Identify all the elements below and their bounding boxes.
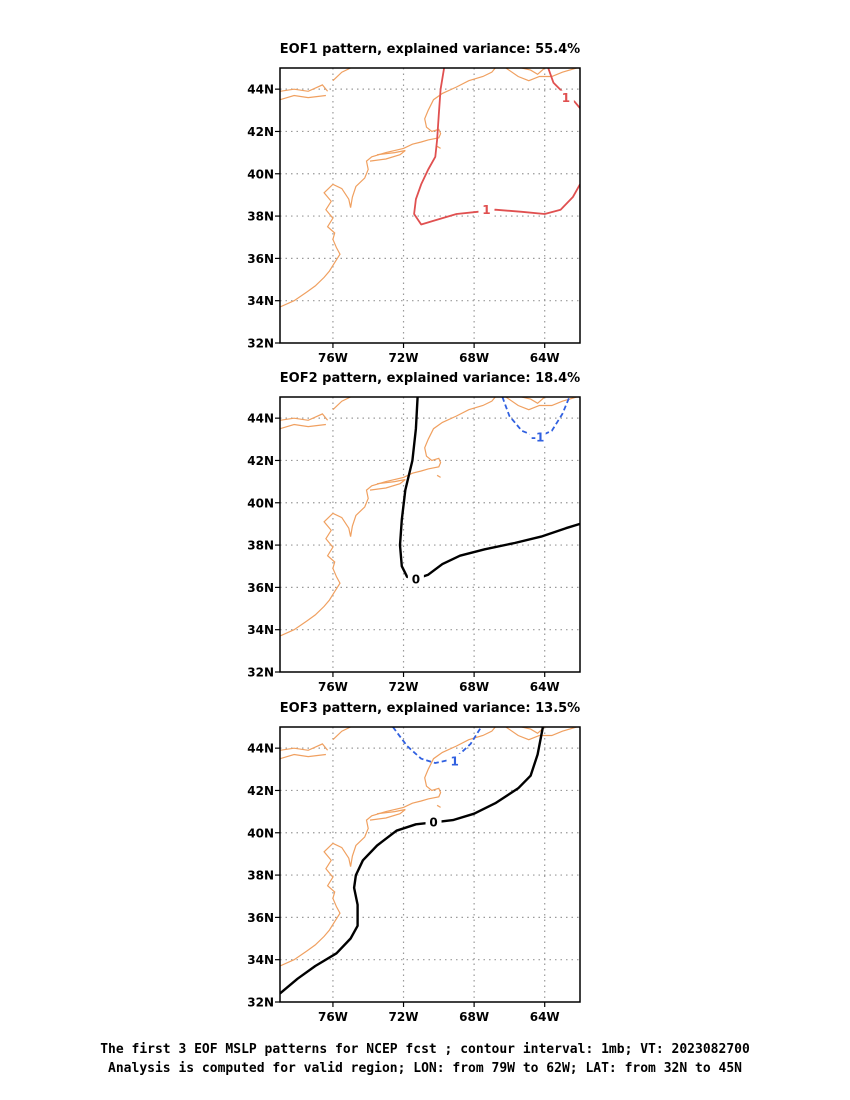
contour-label: -1 (531, 431, 544, 445)
contour-line-negative (392, 727, 482, 764)
lon-tick-label: 64W (530, 680, 560, 694)
lon-tick-label: 76W (318, 351, 348, 365)
contour-line-zero (280, 727, 545, 995)
contour-label-bg (478, 202, 495, 217)
figure-caption: The first 3 EOF MSLP patterns for NCEP f… (0, 1040, 850, 1078)
contour-label: 0 (429, 816, 437, 830)
coastline-segment (280, 68, 496, 308)
coastline-segment (369, 478, 406, 491)
map-frame (279, 67, 581, 344)
contours: 11 (413, 68, 580, 226)
coastline-segment (280, 397, 496, 637)
coastline-segment (505, 727, 577, 741)
coastline-segment (369, 149, 406, 162)
lon-tick-label: 68W (459, 1010, 489, 1024)
lon-tick-label: 72W (389, 680, 419, 694)
lat-tick-label: 36N (247, 581, 274, 595)
lon-tick-label: 68W (459, 351, 489, 365)
coastline-segment (521, 68, 546, 76)
coastline-segment (521, 397, 546, 405)
coastline-segment (436, 474, 441, 478)
lat-tick-label: 34N (247, 953, 274, 967)
lat-tick-label: 44N (247, 742, 274, 756)
contour-line-zero (398, 397, 580, 581)
lat-tick-label: 44N (247, 83, 274, 97)
map-frame (279, 726, 581, 1003)
lon-tick-label: 64W (530, 351, 560, 365)
contour-label-bg (557, 90, 574, 105)
caption-line-1: The first 3 EOF MSLP patterns for NCEP f… (100, 1042, 750, 1057)
coastline-segment (280, 94, 326, 101)
coastline-segment (280, 413, 329, 421)
lat-tick-label: 32N (247, 337, 274, 351)
lon-tick-label: 64W (530, 1010, 560, 1024)
coastline (280, 397, 580, 637)
lat-tick-label: 38N (247, 869, 274, 883)
contour-line-positive (413, 68, 580, 226)
contours: 0 -1 (398, 397, 580, 586)
coastline-segment (332, 397, 351, 411)
lat-tick-label: 38N (247, 210, 274, 224)
panel-title: EOF3 pattern, explained variance: 13.5% (280, 701, 580, 716)
coastline-segment (436, 804, 441, 808)
coastline-segment (505, 68, 577, 82)
lat-tick-label: 40N (247, 826, 274, 840)
coastline-segment (280, 753, 326, 760)
coastline-segment (332, 68, 351, 82)
coastline-segment (332, 727, 351, 741)
coastline (280, 68, 580, 308)
contour-label-bg (446, 753, 463, 768)
coastline-segment (505, 397, 577, 411)
lat-tick-label: 40N (247, 167, 274, 181)
coastline-segment (280, 84, 329, 92)
lat-tick-label: 40N (247, 496, 274, 510)
coastline-segment (280, 743, 329, 751)
eof1-panel: EOF1 pattern, explained variance: 55.4% 1… (247, 42, 581, 365)
eof3-panel: EOF3 pattern, explained variance: 13.5% 0… (247, 701, 581, 1024)
coastline-segment (280, 727, 496, 967)
eof2-panel: EOF2 pattern, explained variance: 18.4% 0… (247, 371, 581, 694)
lon-tick-label: 72W (389, 351, 419, 365)
eof-figure: EOF1 pattern, explained variance: 55.4% 1… (247, 42, 581, 1024)
lat-tick-label: 42N (247, 784, 274, 798)
caption-line-2: Analysis is computed for valid region; L… (108, 1061, 742, 1076)
contour-label: 1 (482, 203, 490, 217)
panel-title: EOF2 pattern, explained variance: 18.4% (280, 371, 580, 386)
map-frame (279, 396, 581, 673)
contour-label-bg (425, 815, 442, 830)
coastline-segment (280, 423, 326, 430)
lon-tick-label: 72W (389, 1010, 419, 1024)
lat-tick-label: 36N (247, 252, 274, 266)
contour-label-bg (529, 430, 546, 445)
coastline-segment (436, 145, 441, 149)
lat-tick-label: 38N (247, 539, 274, 553)
lat-tick-label: 42N (247, 125, 274, 139)
lat-tick-label: 32N (247, 666, 274, 680)
lat-tick-label: 32N (247, 996, 274, 1010)
contour-label: 1 (451, 754, 459, 768)
lon-tick-label: 76W (318, 1010, 348, 1024)
lon-tick-label: 76W (318, 680, 348, 694)
contour-label: 0 (412, 572, 420, 586)
contour-label-bg (407, 571, 424, 586)
lon-tick-label: 68W (459, 680, 489, 694)
panel-title: EOF1 pattern, explained variance: 55.4% (280, 42, 580, 57)
lat-tick-label: 44N (247, 412, 274, 426)
lat-tick-label: 34N (247, 294, 274, 308)
coastline-segment (369, 808, 406, 821)
lat-tick-label: 36N (247, 911, 274, 925)
contour-label: 1 (562, 91, 570, 105)
lat-tick-label: 34N (247, 623, 274, 637)
contours: 01 (280, 727, 545, 995)
lat-tick-label: 42N (247, 454, 274, 468)
